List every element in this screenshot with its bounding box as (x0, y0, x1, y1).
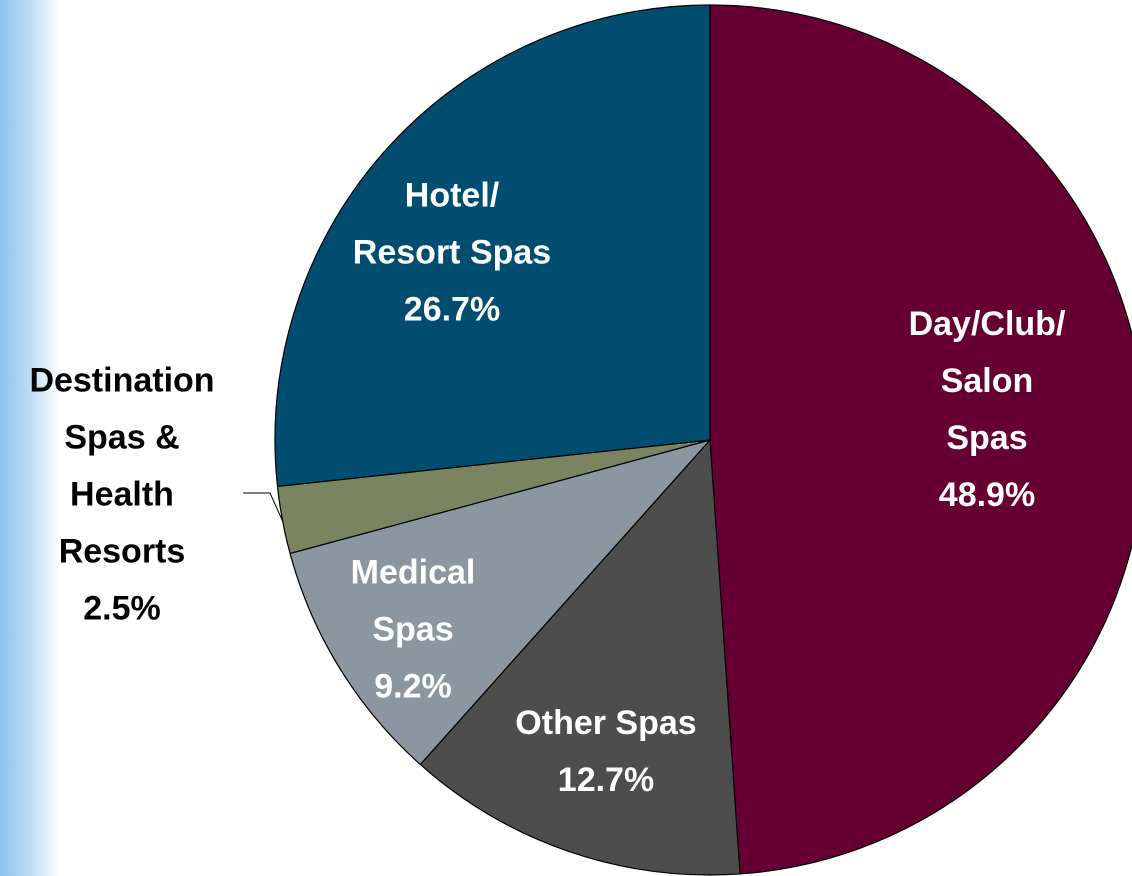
background-strip (0, 0, 60, 876)
slice-label: Medical Spas 9.2% (351, 545, 476, 716)
value-label: 26.7% (403, 290, 501, 329)
value-label: 9.2% (374, 667, 452, 706)
pie-slice (289, 438, 712, 766)
category-label: Destination Spas & Health Resorts (29, 361, 215, 571)
category-label: Day/Club/ Salon Spas (908, 305, 1066, 457)
value-label: 2.5% (83, 589, 161, 628)
slice-label: Day/Club/ Salon Spas 48.9% (909, 296, 1066, 524)
pie-slice (274, 4, 711, 488)
pie-slice (419, 438, 741, 876)
slice-label: Destination Spas & Health Resorts 2.5% (29, 353, 214, 638)
pie-slice (709, 4, 1132, 875)
category-label: Medical Spas (350, 553, 476, 649)
leader-line (243, 492, 284, 523)
category-label: Other Spas (515, 704, 697, 742)
slice-label: Hotel/ Resort Spas 26.7% (353, 168, 551, 339)
value-label: 48.9% (938, 476, 1036, 514)
slice-label: Other Spas 12.7% (515, 695, 696, 809)
category-label: Hotel/ Resort Spas (352, 176, 552, 272)
value-label: 12.7% (557, 761, 655, 799)
